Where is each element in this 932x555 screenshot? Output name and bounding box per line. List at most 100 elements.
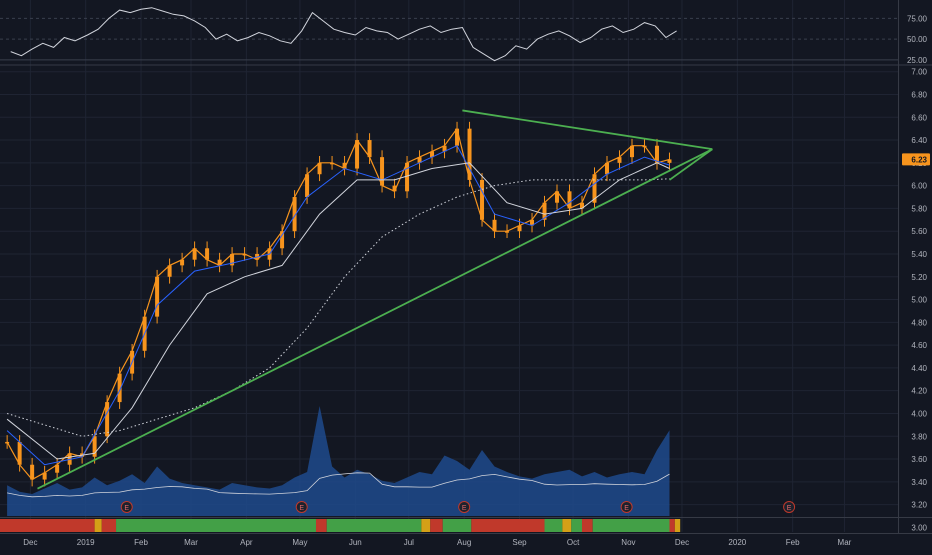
- trendline: [668, 148, 713, 181]
- moving-average-slow-line: [6, 178, 670, 437]
- price-axis-tick-label: 6.40: [911, 136, 927, 145]
- price-bar-body: [17, 441, 22, 465]
- oscillator-panel: [0, 7, 898, 62]
- price-bar-body: [417, 157, 422, 163]
- last-price-label: 6.23: [911, 155, 927, 164]
- price-axis-tick-label: 4.60: [911, 341, 927, 350]
- price-bar-body: [305, 174, 310, 198]
- price-panel: [5, 121, 672, 487]
- price-bar-body: [430, 151, 435, 158]
- price-axis-tick-label: 3.40: [911, 478, 927, 487]
- status-segment: [0, 519, 95, 532]
- volume-average-line: [7, 472, 670, 498]
- earnings-marker-icon: [295, 501, 308, 513]
- price-bar-body: [392, 185, 397, 192]
- time-axis-tick-label: Jun: [349, 538, 362, 547]
- earnings-marker-label: E: [787, 505, 792, 512]
- time-axis-tick-label: Feb: [786, 538, 800, 547]
- price-bar-body: [192, 248, 197, 260]
- time-axis-tick-label: 2019: [77, 538, 95, 547]
- time-axis-tick-label: Mar: [838, 538, 852, 547]
- time-axis-tick-label: Oct: [567, 538, 580, 547]
- price-bar-body: [380, 157, 385, 186]
- price-bar-body: [292, 197, 297, 232]
- price-bar-body: [317, 162, 322, 175]
- price-bar-body: [217, 259, 222, 266]
- time-axis-tick-label: Dec: [23, 538, 37, 547]
- price-bar-body: [30, 464, 35, 480]
- price-bar-body: [242, 253, 247, 256]
- time-axis-tick-label: Mar: [184, 538, 198, 547]
- time-axis-tick-label: Nov: [621, 538, 635, 547]
- price-bar-body: [367, 140, 372, 158]
- price-bar-body: [355, 140, 360, 169]
- time-axis-tick-label: 2020: [728, 538, 746, 547]
- time-axis-tick-label: Feb: [134, 538, 148, 547]
- oscillator-line: [10, 7, 677, 62]
- last-price-tag-bg: [902, 153, 930, 166]
- price-bar-body: [629, 145, 634, 158]
- status-segment: [315, 519, 327, 532]
- grid: [0, 0, 898, 532]
- price-bar-body: [167, 265, 172, 277]
- status-segment: [471, 519, 545, 532]
- time-axis-tick-label: Apr: [240, 538, 253, 547]
- status-segment: [430, 519, 443, 532]
- price-bar-body: [667, 159, 672, 163]
- time-axis-tick-label: Jul: [404, 538, 414, 547]
- earnings-marker-icon: [458, 501, 471, 513]
- trendlines: [37, 109, 713, 490]
- status-segment: [94, 519, 102, 532]
- price-bar-body: [530, 219, 535, 226]
- status-segment: [116, 519, 316, 532]
- price-bar-body: [467, 128, 472, 180]
- status-segment: [669, 519, 675, 532]
- price-bar-body: [654, 145, 659, 163]
- earnings-marker-icon: [620, 501, 633, 513]
- status-segment: [101, 519, 117, 532]
- price-bar-body: [230, 253, 235, 266]
- price-bar-body: [442, 145, 447, 152]
- price-axis-tick-label: 3.00: [911, 523, 927, 532]
- time-axis-tick-label: Dec: [675, 538, 689, 547]
- time-axis-tick-label: May: [292, 538, 307, 547]
- price-axis-tick-label: 6.80: [911, 90, 927, 99]
- status-segment: [544, 519, 563, 532]
- price-bar-body: [155, 276, 160, 317]
- price-bar-body: [517, 225, 522, 232]
- earnings-marker-icon: [783, 501, 796, 513]
- price-bar-body: [492, 219, 497, 232]
- status-segment: [421, 519, 431, 532]
- price-bar-body: [280, 231, 285, 249]
- price-bar-body: [342, 162, 347, 169]
- price-bar-body: [567, 191, 572, 209]
- price-axis-tick-label: 3.80: [911, 432, 927, 441]
- price-bar-body: [205, 248, 210, 260]
- price-axis-tick-label: 7.00: [911, 68, 927, 77]
- price-bar-body: [55, 464, 60, 473]
- price-bar-body: [117, 373, 122, 403]
- price-axis-tick-label: 4.80: [911, 318, 927, 327]
- price-axis-tick-label: 3.60: [911, 455, 927, 464]
- price-bar-body: [180, 259, 185, 266]
- status-segment: [571, 519, 583, 532]
- price-bar-body: [330, 162, 335, 165]
- time-axis-tick-label: Sep: [512, 538, 527, 547]
- price-bar-body: [555, 191, 560, 203]
- price-bar-body: [604, 162, 609, 175]
- price-bar-body: [542, 202, 547, 220]
- price-axis-tick-label: 5.40: [911, 250, 927, 259]
- oscillator-axis-tick-label: 50.00: [907, 35, 928, 44]
- price-bar-body: [105, 402, 110, 437]
- status-segment: [592, 519, 670, 532]
- price-bar-body: [617, 157, 622, 163]
- volume-area-fill: [7, 406, 670, 516]
- price-bar-body: [480, 179, 485, 220]
- price-bar-body: [455, 128, 460, 146]
- price-axis-tick-label: 5.00: [911, 296, 927, 305]
- earnings-marker-label: E: [124, 505, 129, 512]
- time-axis-tick-label: Aug: [457, 538, 471, 547]
- status-bar: [0, 519, 681, 532]
